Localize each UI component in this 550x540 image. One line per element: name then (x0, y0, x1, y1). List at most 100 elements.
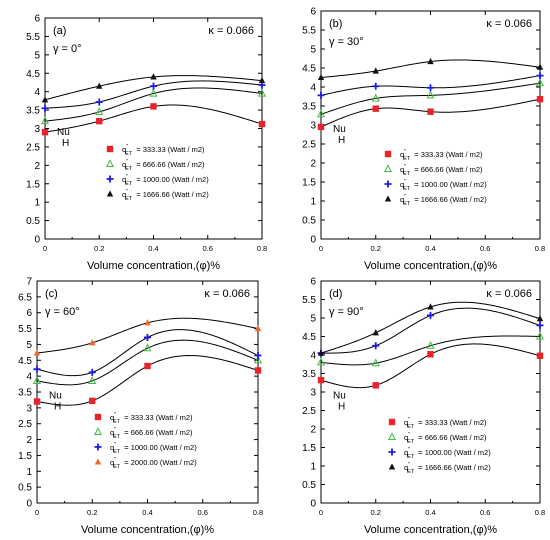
data-point (143, 343, 152, 352)
legend-marker (384, 195, 392, 202)
legend-marker (94, 458, 102, 465)
data-point (316, 109, 326, 118)
legend-marker (384, 180, 392, 188)
data-point (33, 365, 41, 373)
y-axis-label-sub: H (338, 402, 345, 413)
gamma-label: γ = 60° (45, 306, 80, 318)
legend-marker (388, 418, 396, 426)
data-point (371, 358, 380, 367)
y-axis-label-sub: H (338, 135, 345, 146)
legend-symbol: q (122, 190, 126, 199)
data-point (427, 351, 434, 358)
legend-value: = 1666.66 (Watt / m2) (134, 190, 209, 199)
series-curve (44, 87, 263, 122)
y-tick-label: 5 (310, 314, 316, 325)
legend-marker (93, 427, 103, 436)
legend-value: = 333.33 (Watt / m2) (122, 413, 193, 422)
y-tick-label: 2 (310, 425, 316, 436)
x-tick-label: 0.2 (94, 244, 104, 253)
data-point (96, 117, 103, 125)
y-tick-label: 4 (310, 351, 316, 362)
x-tick-label: 0 (319, 244, 323, 253)
legend-symbol: q (404, 433, 408, 442)
gamma-label: γ = 90° (329, 306, 364, 318)
legend-symbol: q (404, 463, 408, 472)
data-point (254, 367, 262, 374)
data-point (372, 105, 379, 112)
y-tick-label: 3 (310, 388, 316, 399)
y-tick-label: 5 (310, 45, 316, 56)
data-point (89, 397, 96, 405)
legend-superscript: ″ (114, 412, 116, 418)
y-tick-label: 5.5 (26, 32, 40, 43)
data-point (40, 116, 50, 125)
y-tick-label: 1.5 (302, 443, 316, 454)
y-tick-label: 6 (310, 277, 316, 288)
data-point (33, 398, 41, 405)
y-tick-label: 2 (310, 159, 316, 170)
legend-label: q″ ET = 2000.00 (Watt / m2) (110, 457, 197, 470)
data-point (144, 362, 151, 370)
data-point (258, 76, 266, 84)
legend-superscript: ″ (404, 194, 406, 200)
x-axis-label: Volume concentration,(φ)% (364, 260, 497, 272)
series-curve (320, 343, 541, 389)
data-point (317, 123, 325, 131)
data-point (96, 82, 103, 89)
y-tick-label: 4 (34, 87, 40, 98)
legend-subscript: ET (125, 166, 133, 172)
legend-superscript: ″ (408, 432, 410, 438)
legend-value: = 1666.66 (Watt / m2) (412, 195, 487, 204)
x-axis-label: Volume concentration,(φ)% (364, 524, 497, 536)
legend-marker (106, 190, 114, 197)
data-point (150, 73, 157, 80)
data-point (536, 95, 544, 103)
legend-symbol: q (400, 195, 404, 204)
y-tick-label: 1.5 (302, 178, 316, 189)
legend-subscript: ET (113, 464, 121, 470)
y-tick-label: 6.5 (18, 292, 32, 303)
legend-marker (105, 159, 115, 168)
legend-label: q″ ET = 333.33 (Watt / m2) (400, 149, 483, 162)
x-tick-label: 0.4 (425, 508, 435, 517)
y-tick-label: 5 (26, 340, 32, 351)
legend-marker (383, 164, 393, 173)
legend-symbol: q (122, 175, 126, 184)
y-tick-label: 4 (310, 83, 316, 94)
legend-label: q″ ET = 666.66 (Watt / m2) (404, 432, 487, 445)
legend-value: = 333.33 (Watt / m2) (416, 418, 487, 427)
x-tick-label: 0.6 (480, 244, 490, 253)
legend-symbol: q (400, 165, 404, 174)
legend-label: q″ ET = 1000.00 (Watt / m2) (404, 447, 491, 460)
x-tick-label: 0.4 (142, 508, 152, 517)
y-tick-label: 6 (26, 308, 32, 319)
legend-subscript: ET (407, 454, 415, 460)
legend-label: q″ ET = 666.66 (Watt / m2) (110, 427, 193, 440)
y-tick-label: 4.5 (302, 64, 316, 75)
legend-symbol: q (122, 145, 126, 154)
data-point (536, 72, 544, 80)
data-point (536, 315, 544, 322)
y-tick-label: 7 (26, 277, 32, 288)
legend-marker (94, 413, 102, 421)
legend-value: = 333.33 (Watt / m2) (412, 150, 483, 159)
legend-value: = 1000.00 (Watt / m2) (134, 175, 209, 184)
legend-subscript: ET (403, 201, 411, 207)
legend-subscript: ET (125, 196, 133, 202)
data-point (254, 324, 262, 332)
legend-marker (106, 145, 114, 153)
data-point (372, 329, 379, 336)
legend-subscript: ET (125, 151, 133, 157)
data-point (427, 57, 434, 65)
legend-subscript: ET (113, 419, 121, 425)
legend-value: = 666.66 (Watt / m2) (416, 433, 487, 442)
data-point (254, 352, 262, 360)
y-tick-label: 6 (34, 14, 40, 25)
x-tick-label: 0 (43, 244, 47, 253)
kappa-label: κ = 0.066 (486, 288, 532, 300)
x-tick-label: 0.8 (257, 244, 267, 253)
y-tick-label: 4.5 (26, 69, 40, 80)
legend-subscript: ET (407, 424, 415, 430)
y-tick-label: 0.5 (18, 483, 32, 494)
y-tick-label: 5.5 (18, 324, 32, 335)
